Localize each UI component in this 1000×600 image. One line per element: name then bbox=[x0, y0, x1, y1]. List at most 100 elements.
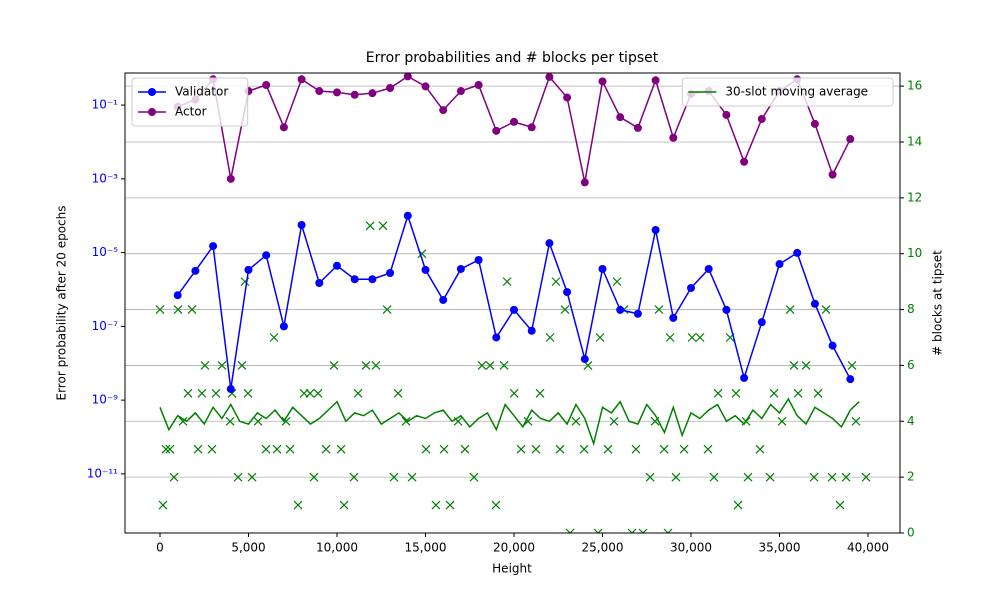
legend-box bbox=[131, 77, 249, 127]
x-marker bbox=[785, 305, 795, 314]
x-marker bbox=[439, 444, 449, 454]
point bbox=[722, 110, 731, 119]
point bbox=[704, 264, 713, 273]
x-marker bbox=[593, 528, 603, 533]
point bbox=[669, 133, 678, 142]
point bbox=[616, 305, 625, 314]
x-marker bbox=[555, 444, 565, 454]
x-marker bbox=[579, 444, 589, 454]
y-tick-label: 10⁻¹ bbox=[92, 98, 119, 112]
point bbox=[846, 135, 855, 144]
x-marker bbox=[237, 360, 247, 370]
x-marker bbox=[269, 333, 279, 342]
x-tick-label: 20,000 bbox=[493, 541, 535, 555]
y2-tick-label: 8 bbox=[907, 302, 915, 316]
point bbox=[439, 106, 448, 115]
point bbox=[350, 275, 359, 284]
x-marker bbox=[353, 388, 363, 398]
x-marker bbox=[165, 444, 175, 454]
point bbox=[598, 264, 607, 273]
y2-tick-label: 4 bbox=[907, 414, 915, 428]
legend-label: 30-slot moving average bbox=[725, 85, 868, 99]
y-axis-label: Error probability after 20 epochs bbox=[55, 206, 69, 401]
x-marker bbox=[659, 444, 669, 454]
x-marker bbox=[571, 416, 581, 426]
x-marker bbox=[469, 472, 479, 482]
point bbox=[386, 268, 395, 277]
point bbox=[492, 333, 501, 342]
x-marker bbox=[401, 416, 411, 426]
x-marker bbox=[382, 305, 392, 314]
point bbox=[297, 221, 306, 230]
x-marker bbox=[155, 305, 165, 314]
point bbox=[244, 265, 253, 274]
x-marker bbox=[200, 360, 210, 370]
point bbox=[775, 260, 784, 269]
point bbox=[315, 278, 324, 287]
x-marker bbox=[703, 444, 713, 454]
x-marker bbox=[361, 360, 371, 370]
point bbox=[563, 288, 572, 297]
y-tick-label: 10⁻³ bbox=[92, 171, 119, 185]
point bbox=[633, 309, 642, 318]
legend-marker bbox=[148, 108, 156, 116]
x-marker bbox=[663, 528, 673, 533]
x-marker bbox=[247, 472, 257, 482]
x-marker bbox=[305, 388, 315, 398]
point bbox=[421, 82, 430, 91]
x-marker bbox=[477, 360, 487, 370]
point bbox=[810, 119, 819, 128]
x-marker bbox=[407, 472, 417, 482]
x-tick-label: 0 bbox=[156, 541, 164, 555]
x-marker bbox=[173, 305, 183, 314]
x-marker bbox=[460, 444, 470, 454]
x-marker bbox=[161, 444, 171, 454]
legend-label: Validator bbox=[175, 85, 228, 99]
point bbox=[545, 73, 554, 81]
y2-axis-label: # blocks at tipset bbox=[931, 250, 945, 356]
point bbox=[545, 239, 554, 248]
y-tick-label: 10⁻⁹ bbox=[92, 393, 119, 407]
point bbox=[633, 123, 642, 132]
x-marker bbox=[665, 333, 675, 342]
chart-title: Error probabilities and # blocks per tip… bbox=[366, 50, 659, 66]
point bbox=[580, 355, 589, 364]
x-marker bbox=[671, 472, 681, 482]
x-marker bbox=[813, 388, 823, 398]
x-marker bbox=[709, 472, 719, 482]
x-marker bbox=[612, 277, 622, 287]
point bbox=[226, 385, 235, 394]
x-marker bbox=[679, 444, 689, 454]
x-marker bbox=[336, 444, 346, 454]
x-marker bbox=[861, 472, 871, 482]
x-marker bbox=[509, 388, 519, 398]
point bbox=[332, 261, 341, 270]
x-marker bbox=[158, 500, 168, 510]
x-marker bbox=[243, 388, 253, 398]
point bbox=[262, 251, 271, 260]
point bbox=[173, 291, 182, 300]
x-marker bbox=[645, 472, 655, 482]
x-marker bbox=[178, 416, 188, 426]
x-marker bbox=[523, 416, 533, 426]
x-marker bbox=[393, 388, 403, 398]
point bbox=[509, 117, 518, 126]
point bbox=[474, 256, 483, 265]
x-marker bbox=[485, 360, 495, 370]
x-marker bbox=[431, 500, 441, 510]
legend-label: Actor bbox=[175, 105, 207, 119]
x-marker bbox=[378, 221, 388, 231]
y-tick-label: 10⁻⁵ bbox=[92, 245, 119, 259]
x-tick-label: 15,000 bbox=[404, 541, 446, 555]
axes-frame bbox=[124, 72, 901, 534]
legend-marker bbox=[148, 88, 156, 96]
x-marker bbox=[285, 444, 295, 454]
x-marker bbox=[687, 333, 697, 342]
x-marker bbox=[321, 444, 331, 454]
x-marker bbox=[809, 472, 819, 482]
x-marker bbox=[695, 333, 705, 342]
x-marker bbox=[743, 472, 753, 482]
x-marker bbox=[851, 416, 861, 426]
point bbox=[368, 89, 377, 98]
